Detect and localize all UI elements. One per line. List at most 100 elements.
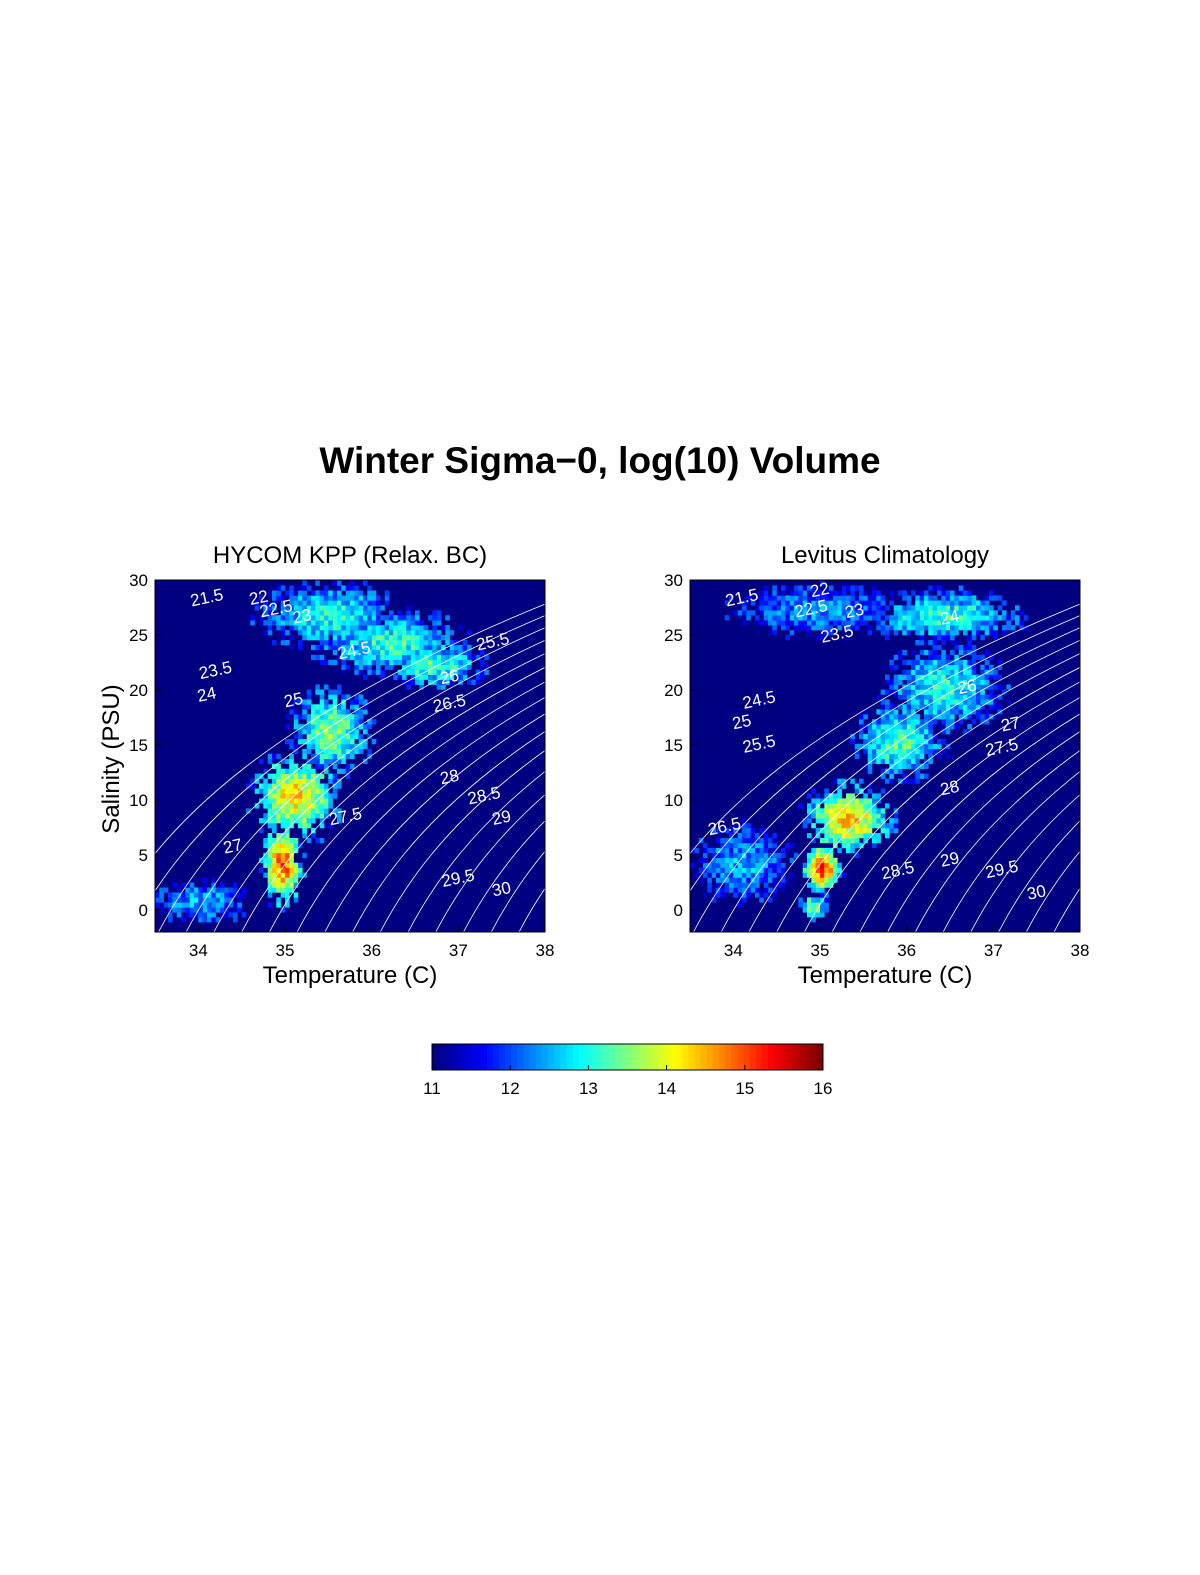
heatmap-cell — [306, 793, 312, 799]
heatmap-cell — [319, 773, 325, 779]
heatmap-cell — [311, 753, 316, 760]
heatmap-cell — [802, 867, 808, 873]
heatmap-cell — [311, 788, 316, 794]
heatmap-cell — [924, 699, 929, 705]
heatmap-cell — [306, 803, 312, 809]
heatmap-cell — [932, 605, 938, 611]
heatmap-cell — [993, 620, 998, 626]
heatmap-cell — [306, 818, 312, 824]
heatmap-cell — [863, 714, 868, 720]
heatmap-cell — [889, 659, 894, 666]
heatmap-cell — [410, 644, 416, 651]
heatmap-cell — [841, 818, 847, 824]
heatmap-cell — [932, 694, 938, 700]
heatmap-cell — [911, 753, 916, 760]
heatmap-cell — [332, 793, 338, 799]
heatmap-cell — [315, 753, 320, 760]
heatmap-cell — [332, 595, 338, 601]
heatmap-cell — [911, 605, 916, 611]
heatmap-cell — [306, 719, 312, 725]
heatmap-cell — [302, 699, 307, 705]
heatmap-cell — [436, 615, 442, 621]
heatmap-cell — [885, 704, 890, 710]
heatmap-cell — [763, 585, 769, 591]
heatmap-cell — [928, 674, 933, 680]
heatmap-cell — [850, 833, 855, 839]
heatmap-cell — [768, 610, 773, 616]
heatmap-cell — [963, 605, 968, 611]
heatmap-cell — [302, 798, 307, 804]
heatmap-cell — [1006, 615, 1011, 621]
heatmap-cell — [311, 635, 316, 641]
heatmap-cell — [759, 600, 764, 606]
heatmap-cell — [941, 590, 946, 596]
heatmap-cell — [302, 590, 307, 596]
heatmap-cell — [755, 842, 760, 849]
heatmap-cell — [911, 689, 916, 695]
heatmap-cell — [846, 808, 851, 814]
heatmap-cell — [376, 654, 381, 661]
heatmap-cell — [924, 640, 929, 646]
heatmap-cell — [954, 699, 959, 705]
heatmap-cell — [341, 664, 346, 670]
heatmap-cell — [319, 753, 325, 760]
colorbar-segment — [432, 1044, 439, 1070]
heatmap-cell — [406, 640, 411, 646]
heatmap-cell — [941, 625, 946, 631]
heatmap-cell — [350, 605, 355, 611]
heatmap-cell — [898, 739, 903, 745]
heatmap-cell — [207, 887, 212, 893]
heatmap-cell — [993, 669, 998, 675]
heatmap-cell — [924, 689, 929, 695]
heatmap-cell — [997, 664, 1003, 670]
y-tick-label: 10 — [129, 791, 148, 810]
heatmap-cell — [462, 669, 468, 675]
heatmap-cell — [332, 605, 338, 611]
heatmap-cell — [415, 654, 420, 661]
heatmap-cell — [967, 669, 972, 675]
heatmap-cell — [807, 600, 812, 606]
heatmap-cell — [337, 600, 342, 606]
heatmap-cell — [272, 600, 277, 606]
heatmap-cell — [406, 635, 411, 641]
heatmap-cell — [911, 669, 916, 675]
heatmap-cell — [1006, 699, 1011, 705]
heatmap-cell — [267, 892, 273, 898]
heatmap-cell — [337, 640, 342, 646]
heatmap-cell — [781, 585, 786, 591]
heatmap-cell — [415, 610, 420, 616]
heatmap-cell — [202, 887, 208, 893]
heatmap-cell — [963, 729, 968, 735]
heatmap-cell — [410, 654, 416, 661]
heatmap-cell — [267, 773, 273, 779]
heatmap-cell — [358, 709, 364, 715]
heatmap-cell — [945, 743, 951, 750]
heatmap-cell — [202, 907, 208, 913]
heatmap-cell — [963, 669, 968, 675]
heatmap-cell — [324, 620, 329, 626]
heatmap-cell — [358, 659, 364, 666]
heatmap-cell — [924, 610, 929, 616]
heatmap-cell — [237, 892, 242, 898]
heatmap-cell — [328, 778, 333, 784]
heatmap-cell — [337, 615, 342, 621]
heatmap-cell — [772, 882, 777, 888]
heatmap-cell — [267, 833, 273, 839]
heatmap-cell — [306, 595, 312, 601]
heatmap-cell — [967, 590, 972, 596]
contour-line — [241, 666, 545, 932]
heatmap-cell — [932, 684, 938, 690]
heatmap-cell — [419, 669, 424, 675]
heatmap-cell — [889, 615, 894, 621]
heatmap-cell — [703, 857, 708, 864]
heatmap-cell — [746, 877, 751, 883]
heatmap-cell — [358, 590, 364, 596]
heatmap-cell — [867, 783, 873, 789]
heatmap-cell — [971, 610, 977, 616]
heatmap-cell — [1015, 605, 1020, 611]
heatmap-cell — [742, 605, 747, 611]
heatmap-cell — [272, 773, 277, 779]
heatmap-cell — [755, 887, 760, 893]
heatmap-cell — [436, 635, 442, 641]
heatmap-cell — [737, 600, 743, 606]
